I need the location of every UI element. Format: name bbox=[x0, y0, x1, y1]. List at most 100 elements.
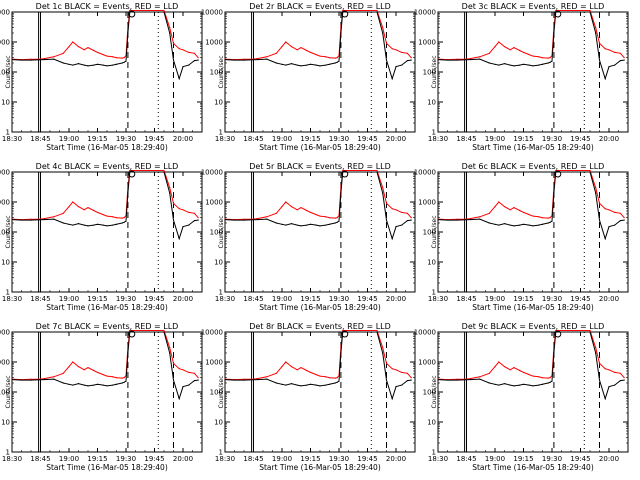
data-point-events bbox=[498, 384, 500, 386]
y-tick-label: 10000 bbox=[0, 9, 10, 17]
data-point-events bbox=[112, 384, 114, 386]
data-point-lld bbox=[62, 212, 64, 214]
data-point-lld bbox=[172, 202, 175, 204]
data-point-events bbox=[315, 64, 317, 66]
data-point-lld bbox=[598, 42, 601, 44]
data-point-lld bbox=[401, 211, 403, 214]
data-point-lld bbox=[479, 216, 481, 218]
x-tick-label: 19:45 bbox=[357, 295, 377, 303]
data-point-events bbox=[494, 383, 496, 385]
data-point-events bbox=[53, 58, 55, 60]
data-point-events bbox=[30, 379, 32, 381]
data-point-lld bbox=[494, 46, 496, 48]
data-point-events bbox=[623, 59, 625, 61]
data-point-lld bbox=[43, 377, 45, 380]
data-point-events bbox=[328, 223, 331, 225]
y-tick-label: 1000 bbox=[418, 199, 436, 207]
series-line-events bbox=[11, 171, 199, 241]
data-point-lld bbox=[256, 377, 258, 380]
data-point-lld bbox=[549, 377, 551, 379]
y-tick-label: 10000 bbox=[0, 329, 10, 337]
data-point-events bbox=[309, 63, 312, 65]
detector-panel-8: Det 8r BLACK = Events, RED = LLD Counts/s… bbox=[201, 322, 416, 472]
y-axis-label: Counts/sec bbox=[431, 215, 438, 248]
data-point-events bbox=[243, 59, 245, 61]
data-point-events bbox=[77, 383, 80, 385]
data-point-lld bbox=[53, 216, 55, 218]
x-axis-label: Start Time (16-Mar-05 18:29:40) bbox=[472, 463, 594, 472]
data-point-events bbox=[77, 223, 80, 225]
data-point-lld bbox=[614, 211, 616, 214]
x-tick-label: 18:30 bbox=[215, 135, 235, 143]
data-point-lld bbox=[328, 217, 331, 219]
data-point-lld bbox=[96, 371, 99, 374]
data-point-events bbox=[549, 381, 551, 383]
saturation-marker bbox=[341, 330, 349, 338]
data-point-events bbox=[125, 60, 127, 62]
data-point-events bbox=[306, 64, 308, 66]
data-point-events bbox=[300, 385, 302, 387]
data-point-lld bbox=[163, 329, 165, 332]
data-point-lld bbox=[77, 206, 80, 208]
data-point-lld bbox=[532, 215, 534, 217]
data-point-events bbox=[498, 64, 500, 66]
saturation-marker bbox=[341, 170, 349, 178]
data-point-events bbox=[623, 379, 625, 381]
data-point-lld bbox=[266, 376, 268, 378]
x-tick-label: 20:00 bbox=[173, 135, 193, 143]
data-point-lld bbox=[72, 41, 74, 43]
data-point-events bbox=[319, 385, 321, 387]
y-tick-label: 1000 bbox=[0, 359, 10, 367]
data-point-events bbox=[488, 62, 490, 64]
data-point-events bbox=[39, 59, 42, 61]
data-point-events bbox=[513, 65, 515, 67]
data-point-events bbox=[87, 65, 89, 67]
data-point-events bbox=[391, 398, 393, 400]
data-point-events bbox=[163, 331, 165, 333]
data-point-lld bbox=[503, 206, 506, 208]
data-point-lld bbox=[325, 376, 327, 378]
data-point-lld bbox=[547, 217, 549, 219]
data-point-events bbox=[178, 398, 180, 400]
data-point-events bbox=[102, 224, 104, 226]
x-tick-label: 19:00 bbox=[485, 455, 505, 463]
data-point-lld bbox=[53, 56, 55, 58]
data-point-events bbox=[589, 171, 591, 173]
data-point-lld bbox=[410, 57, 412, 59]
data-point-events bbox=[275, 222, 277, 224]
data-point-lld bbox=[62, 372, 64, 374]
data-point-events bbox=[619, 219, 622, 222]
data-point-lld bbox=[285, 201, 287, 203]
x-tick-label: 19:15 bbox=[87, 455, 107, 463]
data-point-events bbox=[127, 32, 129, 34]
data-point-lld bbox=[68, 206, 70, 208]
x-tick-label: 18:45 bbox=[243, 135, 263, 143]
data-point-lld bbox=[178, 368, 180, 370]
x-tick-label: 18:45 bbox=[243, 295, 263, 303]
data-point-events bbox=[266, 378, 268, 380]
data-point-events bbox=[340, 352, 342, 354]
chart-title: Det 8r BLACK = Events, RED = LLD bbox=[249, 322, 391, 331]
data-point-events bbox=[465, 379, 468, 381]
chart-title: Det 4c BLACK = Events, RED = LLD bbox=[36, 162, 179, 171]
data-point-events bbox=[528, 224, 530, 226]
data-point-lld bbox=[604, 368, 606, 370]
data-point-events bbox=[127, 192, 129, 194]
data-point-events bbox=[488, 382, 490, 384]
data-point-lld bbox=[93, 369, 95, 372]
data-point-events bbox=[96, 63, 99, 65]
data-point-events bbox=[296, 384, 298, 386]
data-point-lld bbox=[604, 48, 606, 50]
data-point-events bbox=[338, 60, 340, 62]
data-point-events bbox=[604, 238, 606, 240]
data-point-lld bbox=[328, 57, 331, 59]
x-axis-label: Start Time (16-Mar-05 18:29:40) bbox=[259, 143, 381, 152]
data-point-events bbox=[479, 58, 481, 60]
data-point-events bbox=[608, 66, 610, 68]
data-point-lld bbox=[382, 187, 384, 189]
data-point-lld bbox=[532, 55, 534, 57]
data-point-lld bbox=[106, 55, 108, 57]
x-tick-label: 20:00 bbox=[173, 295, 193, 303]
data-point-lld bbox=[281, 366, 283, 368]
data-point-events bbox=[340, 192, 342, 194]
